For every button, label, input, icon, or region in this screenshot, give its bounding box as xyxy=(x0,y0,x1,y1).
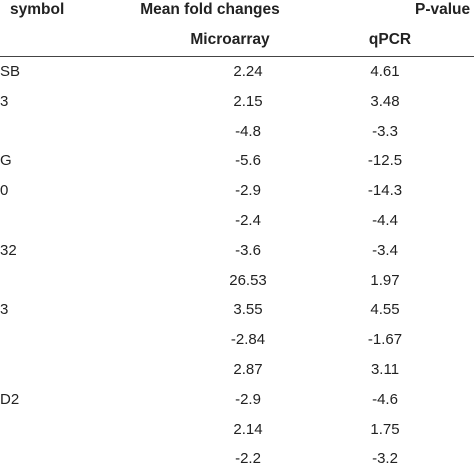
qpcr-value: 4.61 xyxy=(370,63,400,80)
qpcr-value: 4.55 xyxy=(370,301,400,319)
qpcr-value: -3.4 xyxy=(372,241,398,259)
microarray-value: 2.15 xyxy=(233,92,263,110)
gene-symbol: G xyxy=(0,152,12,170)
microarray-value: -4.8 xyxy=(235,122,261,140)
microarray-value: -2.84 xyxy=(230,331,266,349)
microarray-value: -2.4 xyxy=(235,212,261,229)
header-rule xyxy=(0,56,474,57)
header-mean-fold-changes: Mean fold changes xyxy=(140,1,280,18)
header-gene-symbol: symbol xyxy=(10,1,65,18)
microarray-value: 2.87 xyxy=(233,361,263,378)
qpcr-value: -1.67 xyxy=(367,331,403,349)
qpcr-value: 3.11 xyxy=(370,361,400,378)
qpcr-value: -4.4 xyxy=(372,212,398,229)
qpcr-value: 3.48 xyxy=(370,92,400,110)
microarray-value: 2.24 xyxy=(233,63,263,80)
microarray-value: -3.6 xyxy=(235,241,261,259)
microarray-value: 3.55 xyxy=(233,301,263,319)
qpcr-value: -4.6 xyxy=(372,390,398,408)
qpcr-value: -14.3 xyxy=(367,182,403,200)
microarray-value: -2.9 xyxy=(235,182,261,200)
gene-symbol: D2 xyxy=(0,390,20,408)
header-microarray: Microarray xyxy=(190,31,270,48)
qpcr-value: -12.5 xyxy=(367,152,403,170)
gene-symbol: 32 xyxy=(0,241,17,259)
header-qpcr: qPCR xyxy=(368,31,412,48)
microarray-value: 26.53 xyxy=(229,271,267,289)
microarray-value: -5.6 xyxy=(235,152,261,170)
microarray-value: -2.2 xyxy=(235,450,261,468)
microarray-value: 2.14 xyxy=(233,420,263,438)
qpcr-value: -3.2 xyxy=(372,450,398,468)
qpcr-value: -3.3 xyxy=(372,122,398,140)
gene-symbol: 3 xyxy=(0,301,9,319)
gene-symbol: SB xyxy=(0,63,21,80)
microarray-value: -2.9 xyxy=(235,390,261,408)
gene-symbol: 0 xyxy=(0,182,9,200)
gene-symbol: 3 xyxy=(0,92,9,110)
header-p-value: P-value xyxy=(415,1,471,18)
qpcr-value: 1.75 xyxy=(370,420,400,438)
qpcr-value: 1.97 xyxy=(370,271,400,289)
